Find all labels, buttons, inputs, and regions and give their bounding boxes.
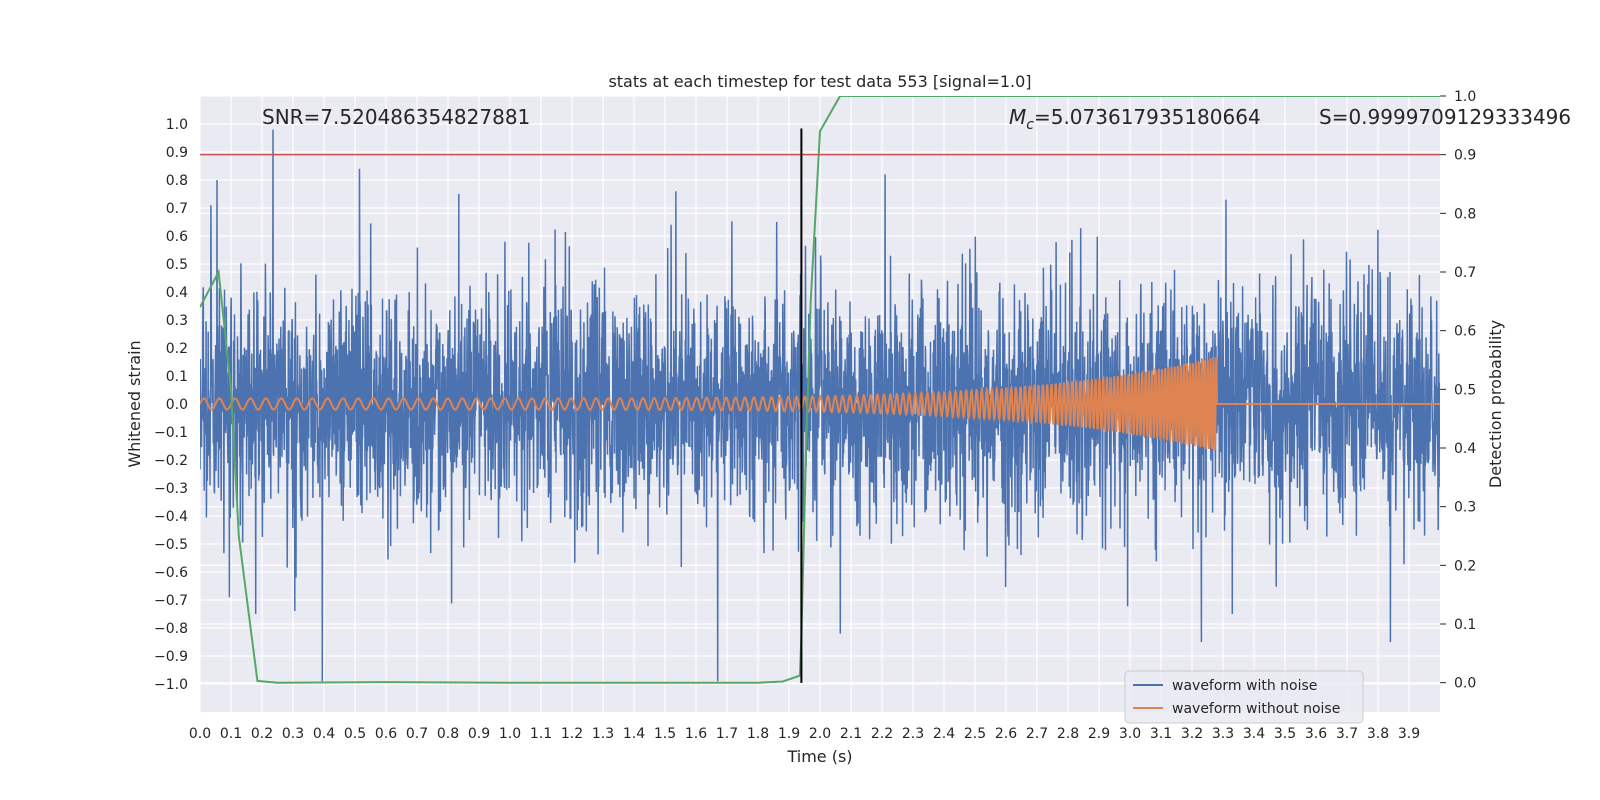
y-tick-label: −1.0 xyxy=(154,677,188,693)
y2-tick-label: 0.2 xyxy=(1454,558,1476,574)
series-line-1 xyxy=(200,357,1440,450)
chirp-mass-value: =5.073617935180664 xyxy=(1034,105,1261,129)
y-tick-label: 0.6 xyxy=(166,229,188,245)
y-tick-label: 1.0 xyxy=(166,117,188,133)
x-tick-label: 2.3 xyxy=(902,726,924,742)
x-tick-label: 3.6 xyxy=(1305,726,1327,742)
x-tick-label: 0.7 xyxy=(406,726,428,742)
y-tick-label: −0.5 xyxy=(154,537,188,553)
x-tick-label: 2.7 xyxy=(1026,726,1048,742)
y-tick-label: 0.4 xyxy=(166,285,188,301)
y2-axis-label: Detection probability xyxy=(1486,320,1505,488)
chirp-mass-subscript: c xyxy=(1026,117,1034,133)
y2-tick-label: 0.3 xyxy=(1454,500,1476,516)
chirp-mass-annotation: Mc=5.073617935180664 xyxy=(1009,105,1261,133)
x-tick-label: 0.6 xyxy=(375,726,397,742)
y2-tick-label: 0.9 xyxy=(1454,148,1476,164)
y2-tick-label: 0.0 xyxy=(1454,676,1476,692)
x-tick-label: 3.2 xyxy=(1181,726,1203,742)
y-tick-label: −0.3 xyxy=(154,481,188,497)
x-tick-label: 0.8 xyxy=(437,726,459,742)
x-tick-label: 1.0 xyxy=(499,726,521,742)
y2-tick-label: 0.5 xyxy=(1454,382,1476,398)
x-tick-label: 0.9 xyxy=(468,726,490,742)
x-tick-label: 3.7 xyxy=(1336,726,1358,742)
x-tick-label: 3.4 xyxy=(1243,726,1265,742)
x-tick-label: 2.0 xyxy=(809,726,831,742)
score-annotation: S=0.9999709129333496 xyxy=(1319,105,1571,129)
y-tick-label: −0.2 xyxy=(154,453,188,469)
y-tick-label: −0.8 xyxy=(154,621,188,637)
x-tick-label: 1.8 xyxy=(747,726,769,742)
y-axis-label: Whitened strain xyxy=(125,340,144,467)
x-tick-label: 2.6 xyxy=(995,726,1017,742)
y-tick-label: 0.8 xyxy=(166,173,188,189)
y-tick-label: 0.5 xyxy=(166,257,188,273)
legend: waveform with noise waveform without noi… xyxy=(1124,670,1364,724)
y-tick-label: −0.1 xyxy=(154,425,188,441)
y-ticks: 1.0 0.9 0.8 0.7 0.6 0.5 0.4 0.3 0.2 0.1 0.0 −0.1 −0.… xyxy=(154,117,188,693)
x-tick-label: 3.9 xyxy=(1398,726,1420,742)
x-tick-label: 1.6 xyxy=(685,726,707,742)
plot-area xyxy=(200,96,1440,684)
x-axis-label: Time (s) xyxy=(786,747,852,766)
y2-ticks: 1.0 0.9 0.8 0.7 0.6 0.5 0.4 0.3 0.2 0.1 0.0 xyxy=(1440,89,1476,692)
x-tick-label: 1.5 xyxy=(654,726,676,742)
legend-label-noise: waveform with noise xyxy=(1172,678,1317,694)
y2-tick-label: 0.8 xyxy=(1454,206,1476,222)
y-tick-label: −0.6 xyxy=(154,565,188,581)
x-tick-label: 1.9 xyxy=(778,726,800,742)
x-tick-label: 3.8 xyxy=(1367,726,1389,742)
x-tick-label: 0.3 xyxy=(282,726,304,742)
x-tick-label: 0.2 xyxy=(251,726,273,742)
y-tick-label: 0.7 xyxy=(166,201,188,217)
legend-label-clean: waveform without noise xyxy=(1172,701,1340,717)
x-tick-label: 1.7 xyxy=(716,726,738,742)
y-tick-label: 0.2 xyxy=(166,341,188,357)
x-tick-label: 3.5 xyxy=(1274,726,1296,742)
x-tick-label: 2.1 xyxy=(840,726,862,742)
series-line-0 xyxy=(200,129,1440,682)
x-tick-label: 1.4 xyxy=(623,726,645,742)
y-tick-label: −0.7 xyxy=(154,593,188,609)
y-tick-label: 0.1 xyxy=(166,369,188,385)
x-tick-label: 3.0 xyxy=(1119,726,1141,742)
y2-tick-label: 0.6 xyxy=(1454,324,1476,340)
x-tick-label: 0.0 xyxy=(189,726,211,742)
y2-tick-label: 1.0 xyxy=(1454,89,1476,105)
y2-tick-label: 0.1 xyxy=(1454,617,1476,633)
y-tick-label: −0.4 xyxy=(154,509,188,525)
x-tick-label: 0.1 xyxy=(220,726,242,742)
y2-tick-label: 0.7 xyxy=(1454,265,1476,281)
y2-tick-label: 0.4 xyxy=(1454,441,1476,457)
y-tick-label: 0.9 xyxy=(166,145,188,161)
chirp-mass-symbol: M xyxy=(1009,105,1026,129)
snr-annotation: SNR=7.520486354827881 xyxy=(262,105,530,129)
legend-box xyxy=(1124,670,1364,724)
y-tick-label: 0.3 xyxy=(166,313,188,329)
x-tick-label: 2.8 xyxy=(1057,726,1079,742)
x-tick-label: 1.2 xyxy=(561,726,583,742)
x-tick-label: 0.5 xyxy=(344,726,366,742)
chart-title: stats at each timestep for test data 553… xyxy=(608,72,1031,91)
x-tick-label: 1.3 xyxy=(592,726,614,742)
y-tick-label: 0.0 xyxy=(166,397,188,413)
x-tick-label: 3.3 xyxy=(1212,726,1234,742)
y-tick-label: −0.9 xyxy=(154,649,188,665)
x-tick-label: 2.4 xyxy=(933,726,955,742)
series-line-2 xyxy=(200,96,1440,684)
x-tick-label: 3.1 xyxy=(1150,726,1172,742)
x-tick-label: 2.5 xyxy=(964,726,986,742)
x-tick-label: 2.9 xyxy=(1088,726,1110,742)
x-tick-label: 0.4 xyxy=(313,726,335,742)
x-tick-label: 2.2 xyxy=(871,726,893,742)
x-tick-label: 1.1 xyxy=(530,726,552,742)
x-ticks: 0.0 0.1 0.2 0.3 0.4 0.5 0.6 0.7 0.8 0.9 1.0 1.1 1.2 1… xyxy=(189,726,1420,742)
